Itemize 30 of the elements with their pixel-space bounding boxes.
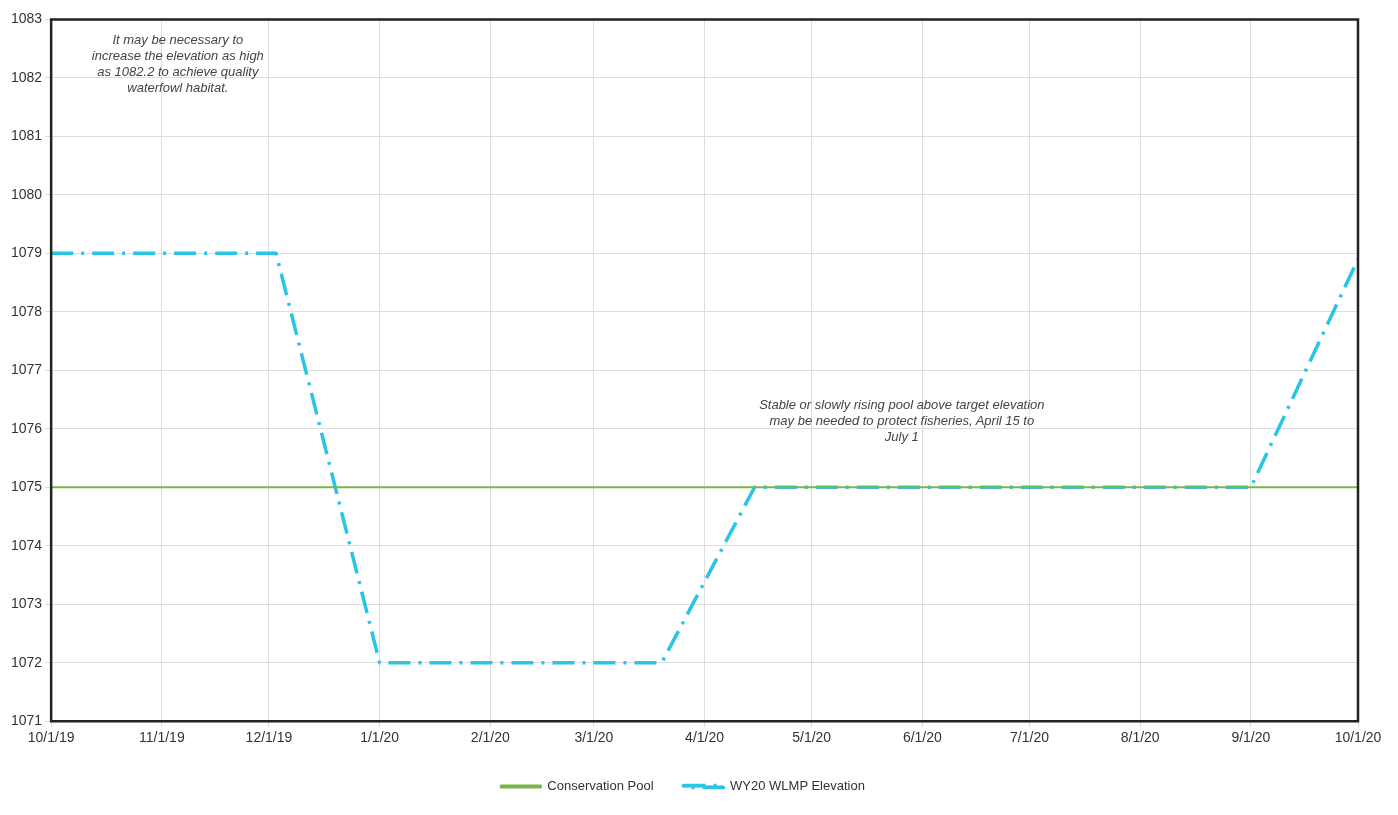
- y-tick-label: 1082: [10, 68, 43, 85]
- y-tick-label: 1072: [10, 653, 43, 670]
- y-tick-label: 1075: [10, 478, 43, 495]
- y-tick-label: 1076: [10, 419, 43, 436]
- y-tick-label: 1074: [10, 536, 43, 553]
- x-tick-label: 10/1/20: [1334, 729, 1382, 746]
- annotation: It may be necessary to increase the elevation as high as 1082.2 to achieve quality waterfowl habitat.: [91, 32, 264, 96]
- x-tick-label: 12/1/19: [245, 729, 293, 746]
- legend-label: WY20 WLMP Elevation: [730, 778, 865, 794]
- x-tick-label: 2/1/20: [470, 729, 510, 746]
- x-tick-label: 10/1/19: [27, 729, 75, 746]
- y-tick-label: 1083: [10, 10, 43, 27]
- y-tick-label: 1079: [10, 244, 43, 261]
- y-tick-label: 1078: [10, 302, 43, 319]
- y-tick-label: 1081: [10, 127, 43, 144]
- x-tick-label: 1/1/20: [360, 729, 400, 746]
- x-tick-label: 8/1/20: [1120, 729, 1160, 746]
- legend-label: Conservation Pool: [547, 778, 654, 794]
- x-tick-label: 3/1/20: [574, 729, 614, 746]
- y-tick-label: 1080: [10, 185, 43, 202]
- x-tick-label: 9/1/20: [1231, 729, 1271, 746]
- y-tick-label: 1077: [10, 361, 43, 378]
- x-tick-label: 6/1/20: [902, 729, 943, 746]
- x-tick-label: 7/1/20: [1010, 729, 1050, 746]
- annotation: Stable or slowly rising pool above target elevation may be needed to protect fisheries, April 15 to July 1: [759, 397, 1045, 444]
- y-tick-label: 1071: [10, 712, 43, 729]
- x-tick-label: 5/1/20: [792, 729, 832, 746]
- y-tick-label: 1073: [10, 595, 43, 612]
- x-tick-label: 11/1/19: [139, 729, 185, 746]
- x-tick-label: 4/1/20: [685, 729, 725, 746]
